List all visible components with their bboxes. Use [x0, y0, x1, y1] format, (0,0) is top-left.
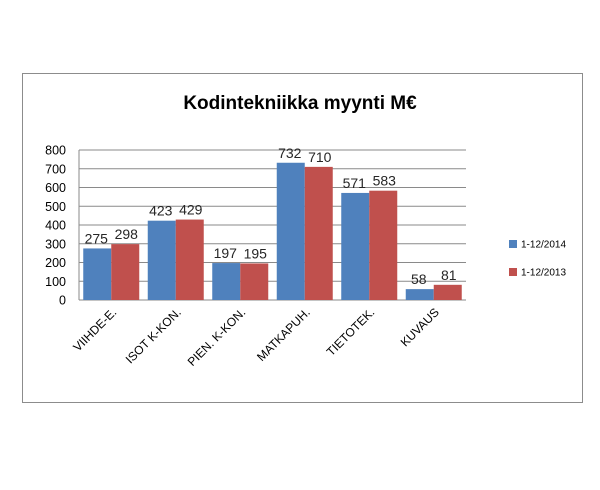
category-label: MATKAPUH.	[254, 305, 313, 364]
category-label: TIETOTEK.	[324, 305, 378, 359]
bar	[83, 248, 112, 300]
data-label: 710	[308, 149, 332, 165]
legend-label: 1-12/2014	[521, 240, 566, 251]
bar	[212, 263, 241, 300]
legend-label: 1-12/2013	[521, 268, 566, 279]
bar	[405, 289, 434, 300]
y-tick-label: 400	[45, 219, 66, 233]
category-label: KUVAUS	[398, 305, 442, 349]
bar	[433, 284, 462, 300]
data-label: 298	[115, 226, 139, 242]
data-label: 195	[244, 245, 268, 261]
bar	[175, 219, 204, 300]
y-tick-label: 300	[45, 237, 66, 251]
legend: 1-12/2014 1-12/2013	[509, 240, 566, 279]
data-label: 583	[373, 173, 397, 189]
y-tick-label: 500	[45, 200, 66, 214]
legend-swatch	[509, 240, 517, 248]
data-labels: 275 298 423 429 197 195 732 710 571 583 58 81	[85, 145, 457, 287]
bar	[111, 244, 140, 300]
data-label: 571	[343, 175, 367, 191]
data-label: 423	[149, 203, 173, 219]
category-label: PIEN. K-KON.	[185, 305, 249, 369]
bars	[83, 162, 462, 300]
category-label: VIIHDE-E.	[70, 305, 119, 354]
y-tick-label: 0	[59, 294, 66, 308]
bar	[341, 192, 370, 300]
data-label: 732	[278, 145, 302, 161]
y-tick-label: 100	[45, 275, 66, 289]
data-label: 275	[85, 230, 109, 246]
data-label: 58	[411, 271, 427, 287]
chart-title: Kodintekniikka myynti M€	[183, 93, 417, 114]
y-tick-label: 200	[45, 256, 66, 270]
gridlines	[78, 149, 466, 301]
bar	[240, 263, 269, 300]
bar	[276, 162, 305, 300]
bar	[304, 166, 333, 300]
y-tick-label: 600	[45, 181, 66, 195]
category-label: ISOT K-KON.	[123, 305, 184, 366]
y-tick-label: 800	[45, 144, 66, 158]
legend-swatch	[509, 268, 517, 276]
data-label: 429	[179, 202, 203, 218]
bar	[369, 190, 398, 300]
data-label: 197	[214, 245, 238, 261]
data-label: 81	[441, 267, 457, 283]
x-axis-category-labels: VIIHDE-E. ISOT K-KON. PIEN. K-KON. MATKAPUH…	[70, 305, 442, 369]
bar	[147, 220, 176, 300]
y-tick-label: 700	[45, 162, 66, 176]
y-axis-tick-labels: 0 100 200 300 400 500 600 700 800	[45, 144, 66, 308]
